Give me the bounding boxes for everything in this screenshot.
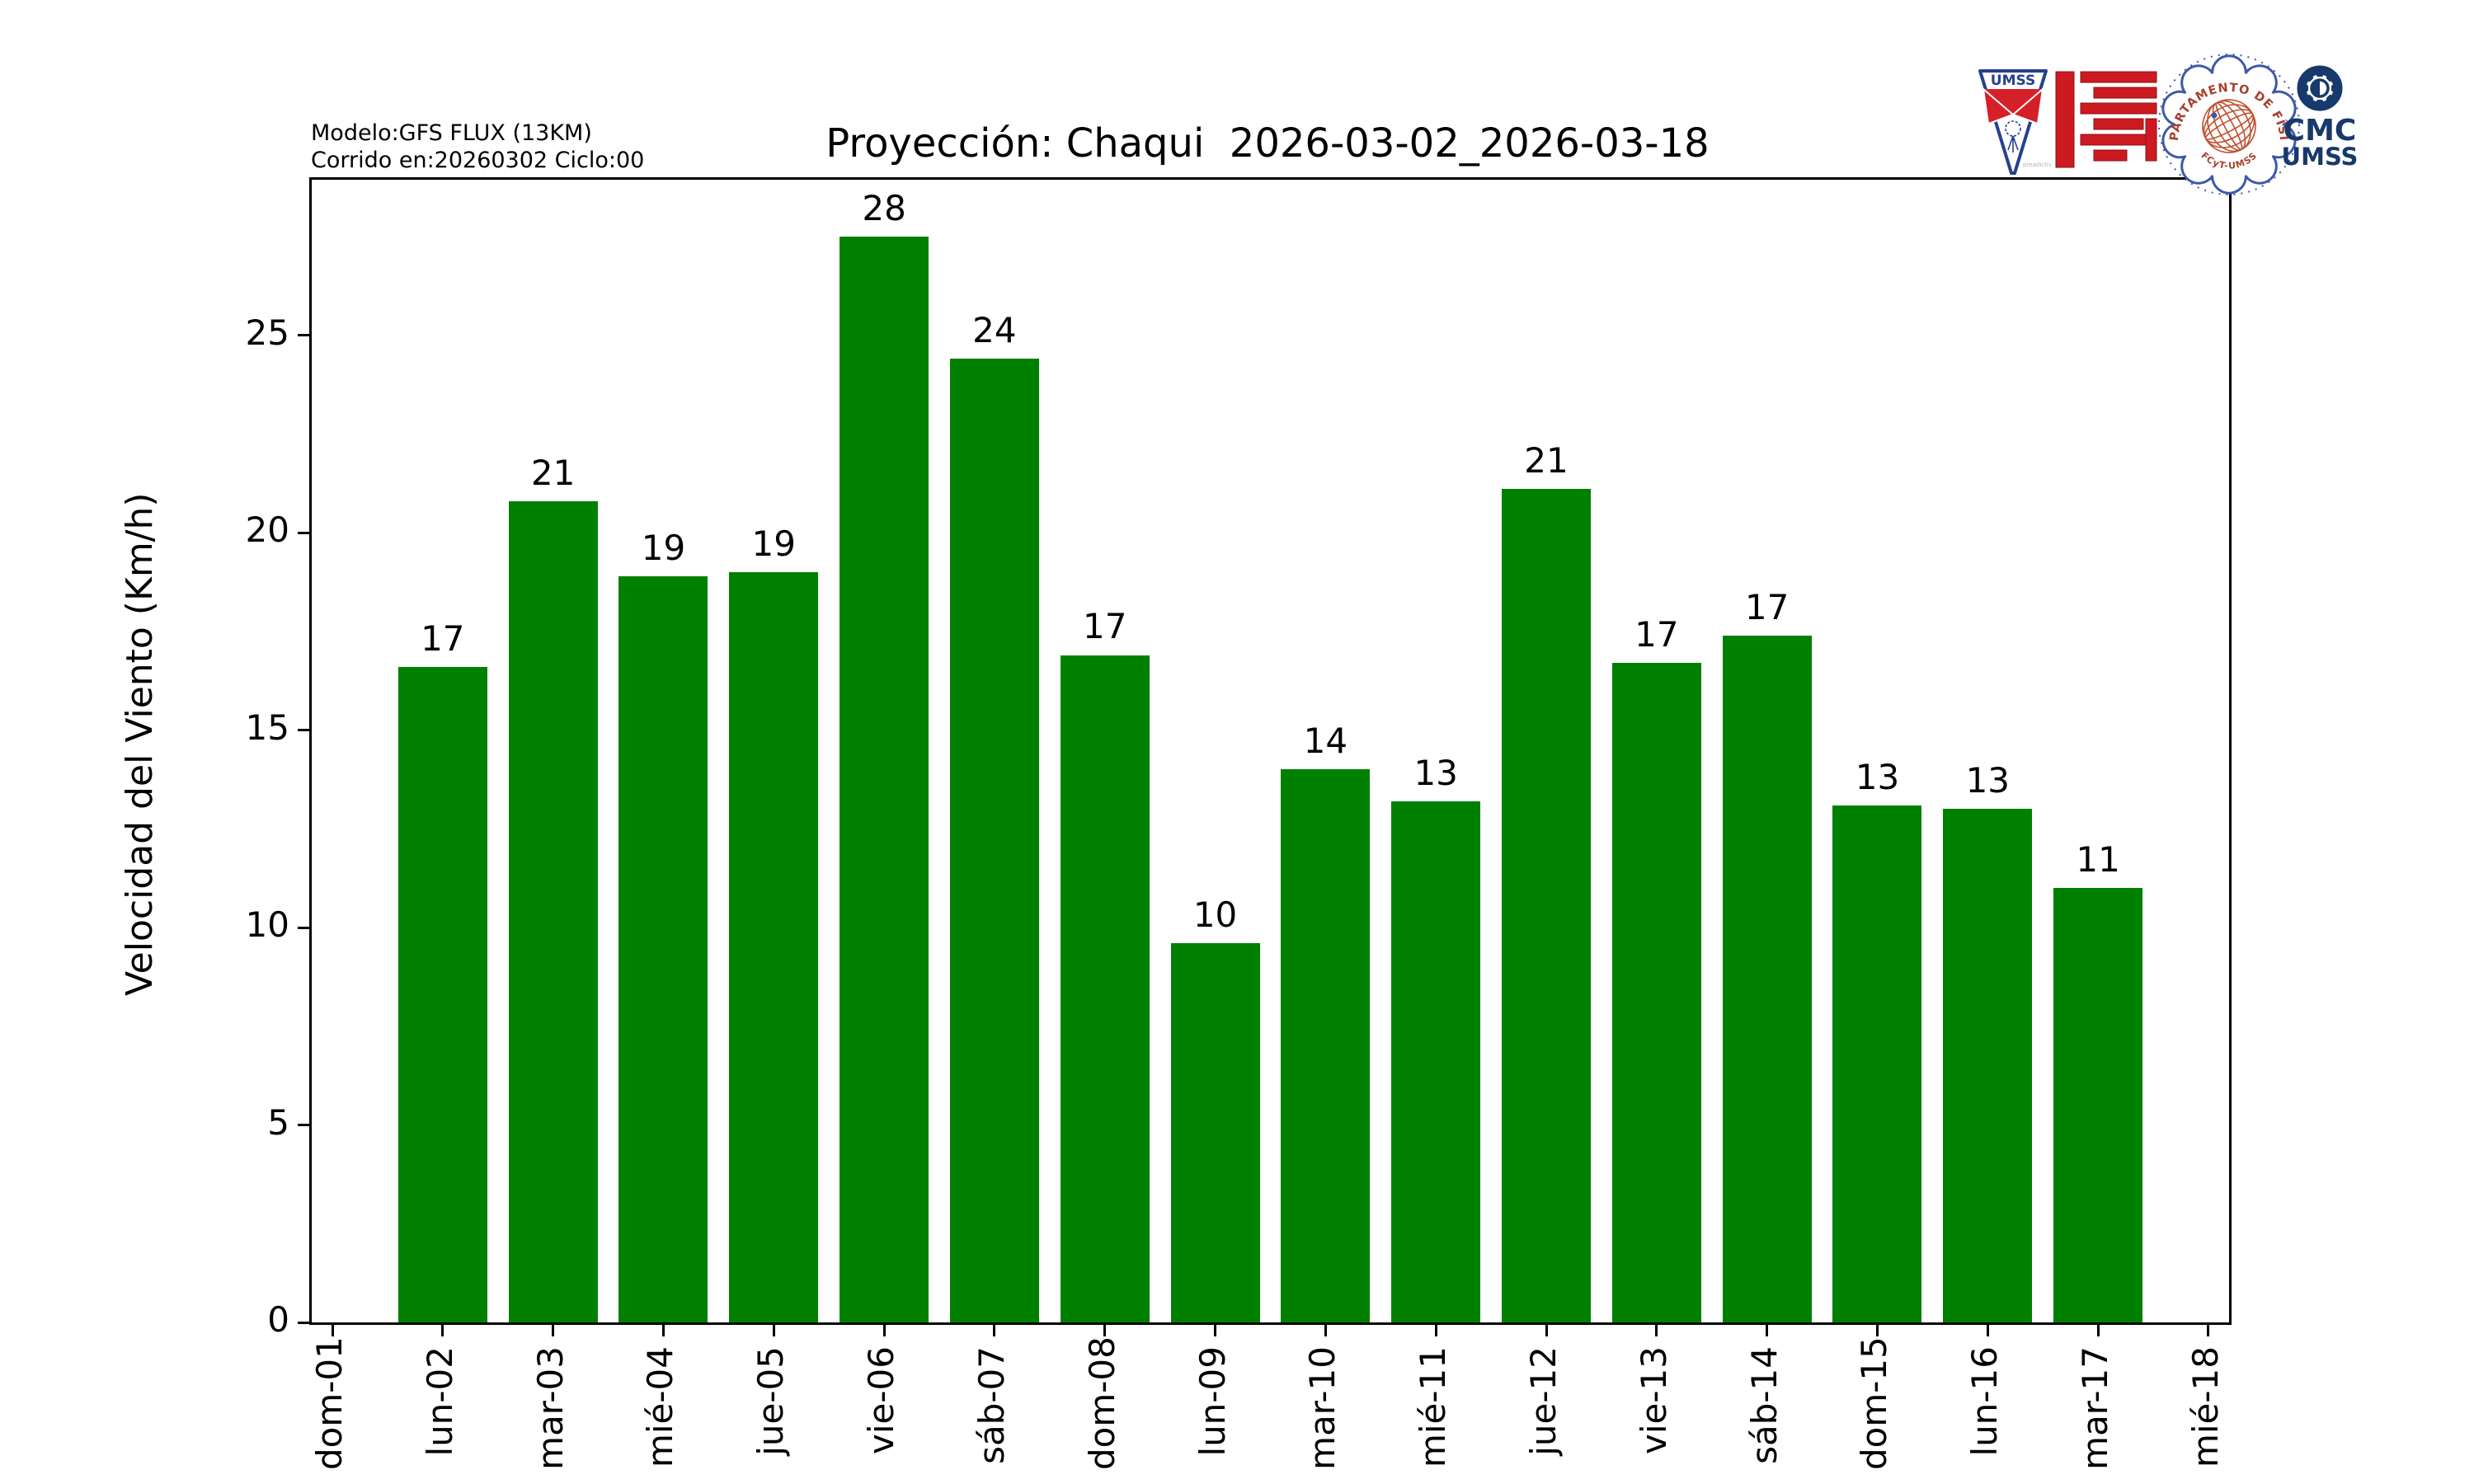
x-tick-label: mié-11 (1413, 1346, 1454, 1468)
x-tick-label: jue-12 (1523, 1346, 1564, 1456)
bar-sáb-14 (1722, 635, 1812, 1322)
bar-value-label: 13 (1413, 752, 1458, 793)
bar-sáb-07 (949, 359, 1039, 1322)
bar-mar-17 (2053, 888, 2143, 1322)
x-tick-mark (1875, 1325, 1879, 1336)
x-tick-mark (993, 1325, 996, 1336)
x-tick-mark (1324, 1325, 1327, 1336)
y-tick-mark (298, 729, 309, 731)
model-line2: Corrido en:20260302 Ciclo:00 (311, 148, 645, 173)
cmc-umss-logo: CMC UMSS (2282, 65, 2359, 171)
bar-value-label: 21 (530, 452, 576, 493)
chart-title: Proyección: Chaqui 2026-03-02_2026-03-18 (825, 120, 1710, 167)
fcyt-red-logo (2055, 71, 2157, 168)
bar-lun-09 (1170, 943, 1260, 1322)
x-tick-label: jue-05 (750, 1346, 792, 1456)
bar-value-label: 24 (972, 310, 1017, 351)
x-tick-mark (1434, 1325, 1437, 1336)
umss-pennant-logo: UMSS preadictivo.com (1978, 69, 2051, 175)
x-tick-label: mar-10 (1302, 1346, 1343, 1470)
fisica-department-seal: DEPARTAMENTO DE FÍSICA FCyT-UMSS (2154, 49, 2300, 195)
x-tick-mark (552, 1325, 555, 1336)
bar-jue-12 (1502, 489, 1592, 1322)
x-tick-label: mié-18 (2185, 1346, 2226, 1468)
bar-value-label: 17 (1634, 614, 1679, 655)
bar-mar-10 (1281, 769, 1371, 1322)
bar-value-label: 14 (1303, 721, 1348, 762)
bar-value-label: 19 (751, 523, 796, 564)
y-tick-mark (298, 926, 309, 929)
bar-value-label: 13 (1965, 760, 2011, 801)
bar-value-label: 21 (1524, 440, 1569, 481)
x-tick-label: lun-16 (1964, 1346, 2006, 1457)
bar-jue-05 (729, 571, 819, 1322)
y-tick-label: 25 (245, 312, 289, 353)
bar-value-label: 28 (862, 187, 906, 228)
x-tick-mark (772, 1325, 775, 1336)
x-tick-mark (1986, 1325, 1989, 1336)
bar-value-label: 10 (1192, 895, 1238, 936)
y-tick-mark (298, 334, 309, 336)
y-tick-label: 15 (245, 707, 289, 748)
x-tick-mark (1766, 1325, 1769, 1336)
x-tick-label: dom-01 (309, 1336, 350, 1470)
bar-mié-11 (1391, 801, 1481, 1322)
bar-value-label: 17 (421, 618, 465, 659)
bar-mié-04 (618, 575, 708, 1322)
y-axis-title: Velocidad del Viento (Km/h) (119, 492, 161, 996)
x-tick-label: mar-03 (529, 1346, 571, 1470)
x-tick-label: lun-09 (1192, 1346, 1233, 1457)
x-tick-label: mar-17 (2075, 1346, 2116, 1470)
y-tick-label: 10 (245, 904, 289, 945)
cmc-umss-text: UMSS (2282, 143, 2359, 171)
y-tick-label: 5 (267, 1101, 289, 1143)
x-tick-mark (1655, 1325, 1658, 1336)
x-tick-mark (1545, 1325, 1548, 1336)
model-line1: Modelo:GFS FLUX (13KM) (311, 120, 592, 146)
x-tick-mark (1214, 1325, 1217, 1336)
y-tick-label: 20 (245, 510, 289, 550)
bar-mar-03 (508, 500, 598, 1322)
y-tick-mark (298, 1124, 309, 1126)
cmc-text: CMC (2284, 114, 2357, 148)
bar-vie-06 (840, 236, 929, 1322)
x-tick-mark (441, 1325, 444, 1336)
x-tick-label: mié-04 (640, 1346, 681, 1468)
x-tick-label: lun-02 (419, 1346, 460, 1457)
x-tick-mark (882, 1325, 886, 1336)
x-tick-mark (2096, 1325, 2100, 1336)
x-tick-label: vie-06 (861, 1346, 902, 1454)
bar-dom-15 (1832, 805, 1922, 1322)
logo-strip: UMSS preadictivo.com (1971, 49, 2383, 202)
x-tick-label: sáb-14 (1743, 1346, 1785, 1464)
bar-value-label: 11 (2076, 839, 2120, 881)
x-tick-label: sáb-07 (971, 1346, 1012, 1464)
y-tick-mark (298, 1321, 309, 1324)
model-info: Modelo:GFS FLUX (13KM) Corrido en:2026030… (311, 120, 644, 174)
pennant-umss-text: UMSS (1991, 73, 2035, 89)
x-tick-mark (661, 1325, 665, 1336)
bar-dom-08 (1060, 655, 1150, 1322)
y-tick-label: 0 (267, 1299, 289, 1340)
y-tick-mark (298, 531, 309, 534)
x-tick-label: dom-15 (1854, 1336, 1895, 1470)
x-tick-mark (1103, 1325, 1107, 1336)
plot-area: 17 21 19 19 28 24 17 10 14 13 21 17 17 13 13 11 (298, 177, 2232, 1336)
bar-lun-02 (397, 666, 487, 1322)
bar-lun-16 (1943, 809, 2033, 1322)
x-tick-mark (331, 1325, 334, 1336)
bar-value-label: 13 (1855, 756, 1900, 797)
x-tick-mark (2207, 1325, 2210, 1336)
bar-value-label: 19 (641, 527, 686, 568)
bar-value-label: 17 (1083, 606, 1127, 647)
bar-vie-13 (1611, 663, 1701, 1322)
x-tick-label: vie-13 (1633, 1346, 1674, 1454)
bar-value-label: 17 (1744, 586, 1790, 627)
pennant-watermark: preadictivo.com (2023, 162, 2051, 168)
x-tick-label: dom-08 (1081, 1336, 1122, 1470)
